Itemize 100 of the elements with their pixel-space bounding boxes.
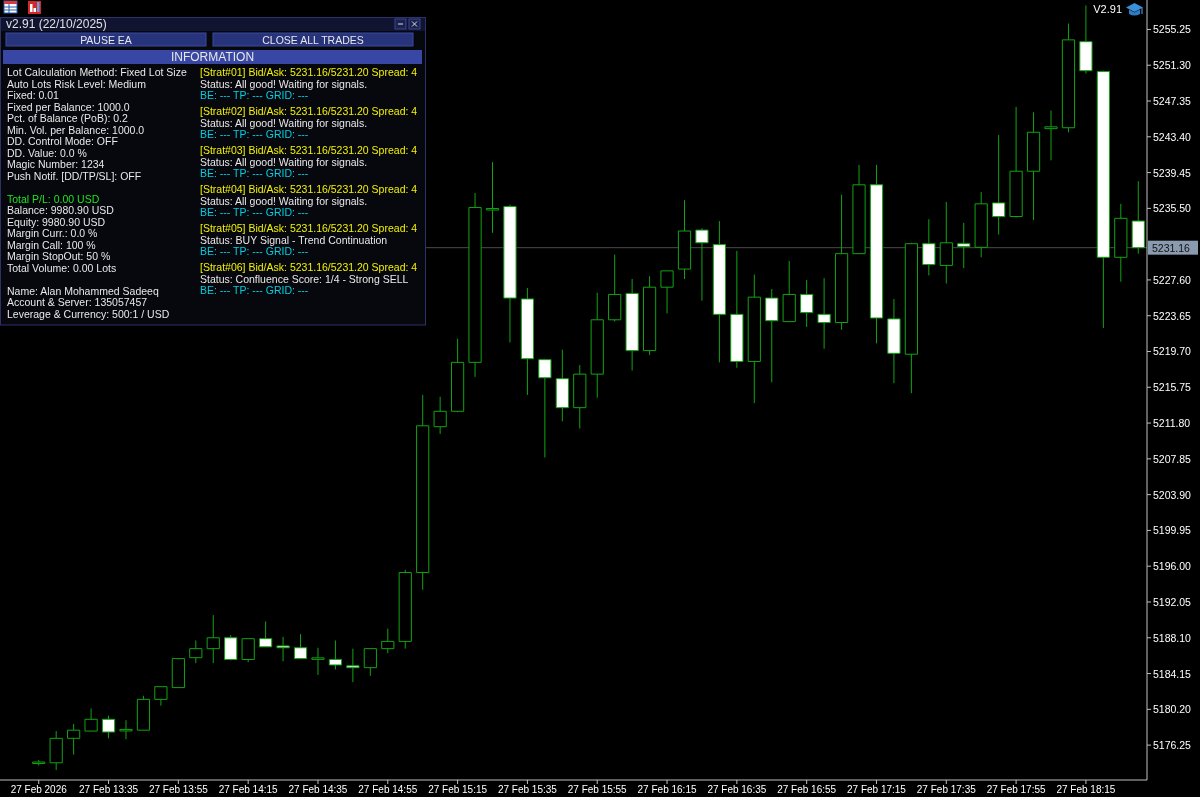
y-tick-label: 5199.95 [1153, 524, 1192, 537]
x-tick-label: 27 Feb 15:55 [567, 784, 628, 795]
annotation: Push Notif. [DD/TP/SL]: OFF [7, 169, 142, 182]
candlestick [485, 161, 500, 234]
x-tick-label: 27 Feb 16:55 [777, 784, 837, 795]
candlestick [398, 569, 412, 650]
annotation: Balance: 9980.90 USD [7, 204, 115, 216]
candlestick [922, 218, 936, 276]
y-tick-label: 5184.15 [1153, 667, 1192, 680]
y-tick-label: 5223.65 [1153, 309, 1192, 322]
y-tick-label: 5211.80 [1153, 417, 1191, 430]
x-tick-label: 27 Feb 2026 [10, 784, 68, 795]
candlestick [747, 273, 761, 404]
annotation: Status: All good! Waiting for signals. [200, 116, 368, 129]
x-tick-label: 27 Feb 17:15 [847, 784, 907, 795]
x-tick-label: 27 Feb 17:35 [916, 784, 977, 795]
candlestick [363, 648, 377, 677]
candlestick [608, 254, 622, 323]
annotation: DD. Value: 0.0 % [7, 146, 87, 159]
candlestick [311, 647, 325, 676]
annotation: Leverage & Currency: 500:1 / USD [7, 307, 170, 320]
candlestick [1131, 180, 1145, 255]
annotation: [Strat#01] Bid/Ask: 5231.16/5231.20 Spread: 4 [200, 66, 418, 78]
y-tick-label: 5207.85 [1153, 452, 1192, 465]
annotation: Total Volume: 0.00 Lots [7, 261, 117, 274]
x-tick-label: 27 Feb 18:15 [1056, 784, 1116, 795]
annotation: Auto Lots Risk Level: Medium [7, 77, 147, 90]
y-tick-label: 5235.50 [1153, 202, 1192, 215]
text: v2.91 (22/10/2025) [6, 17, 107, 31]
annotation: [Strat#02] Bid/Ask: 5231.16/5231.20 Spread: 4 [200, 105, 418, 117]
annotation: Margin Call: 100 % [7, 238, 96, 251]
x-tick-label: 27 Feb 16:35 [707, 784, 767, 795]
annotation: Status: All good! Waiting for signals. [200, 155, 368, 168]
candlestick [171, 658, 185, 689]
candlestick [119, 719, 133, 740]
candlestick [1009, 106, 1023, 218]
candlestick [67, 723, 81, 756]
y-tick-label: 5215.75 [1153, 381, 1192, 394]
candlestick [1044, 110, 1058, 161]
candlestick [677, 199, 692, 280]
candlestick [904, 242, 918, 394]
candlestick [381, 628, 395, 654]
annotation: BE: --- TP: --- GRID: --- [200, 89, 309, 101]
candlestick [346, 648, 360, 683]
candlestick [660, 270, 674, 314]
candlestick [32, 759, 46, 767]
x-tick-label: 27 Feb 17:55 [986, 784, 1047, 795]
annotation: Magic Number: 1234 [7, 158, 105, 170]
candlestick [1079, 4, 1093, 74]
candlestick [450, 338, 465, 413]
candlestick [224, 634, 238, 661]
y-tick-label: 5219.70 [1153, 345, 1192, 358]
candlestick [189, 639, 203, 664]
y-tick-label: 5192.05 [1153, 595, 1192, 608]
candlestick [730, 250, 744, 369]
candlestick [992, 134, 1006, 236]
candlestick [468, 192, 482, 378]
x-tick-label: 27 Feb 15:15 [428, 784, 488, 795]
x-tick-label: 27 Feb 16:15 [637, 784, 697, 795]
annotation: BE: --- TP: --- GRID: --- [200, 284, 309, 296]
candlestick [328, 639, 343, 670]
candlestick [782, 260, 796, 323]
pause-button: PAUSE EA [5, 32, 207, 47]
y-tick-label: 5196.00 [1153, 560, 1192, 573]
candlestick [241, 638, 255, 663]
annotation: [Strat#03] Bid/Ask: 5231.16/5231.20 Spread: 4 [200, 144, 418, 156]
annotation: PAUSE EA [80, 33, 132, 46]
x-tick-label: 27 Feb 14:55 [358, 784, 418, 795]
annotation: [Strat#05] Bid/Ask: 5231.16/5231.20 Spread: 4 [200, 222, 418, 234]
annotation: DD. Control Mode: OFF [7, 135, 118, 147]
candlestick [84, 707, 98, 732]
candlestick [101, 715, 116, 739]
candlestick [1114, 203, 1128, 283]
x-tick-label: 27 Feb 13:35 [79, 784, 139, 795]
candlestick [433, 396, 447, 435]
y-tick-label: 5251.30 [1153, 59, 1192, 72]
annotation: Pct. of Balance (PoB): 0.2 [7, 112, 128, 124]
candlestick [800, 279, 814, 328]
annotation: Fixed per Balance: 1000.0 [7, 100, 130, 113]
annotation: Min. Vol. per Balance: 1000.0 [7, 123, 145, 136]
annotation: BE: --- TP: --- GRID: --- [200, 167, 309, 179]
candlestick [1026, 111, 1041, 221]
text: INFORMATION [170, 50, 255, 64]
candlestick [49, 730, 63, 771]
candlestick [625, 278, 639, 372]
annotation: Name: Alan Mohammed Sadeeq [7, 284, 159, 297]
candlestick [1096, 70, 1110, 329]
candlestick [957, 222, 971, 269]
candlestick [869, 164, 884, 344]
candlestick [206, 614, 220, 664]
annotation: V2.91 [1093, 3, 1122, 15]
candlestick [887, 298, 901, 384]
candlestick [259, 620, 273, 648]
annotation: CLOSE ALL TRADES [262, 33, 364, 46]
candlestick [590, 292, 604, 399]
y-tick-label: 5227.60 [1153, 273, 1192, 286]
x-tick-label: 27 Feb 15:35 [497, 784, 558, 795]
annotation: Status: BUY Signal - Trend Continuation [200, 233, 388, 246]
x-tick-label: 27 Feb 14:15 [218, 784, 279, 795]
y-tick-label: 5188.10 [1153, 631, 1192, 644]
